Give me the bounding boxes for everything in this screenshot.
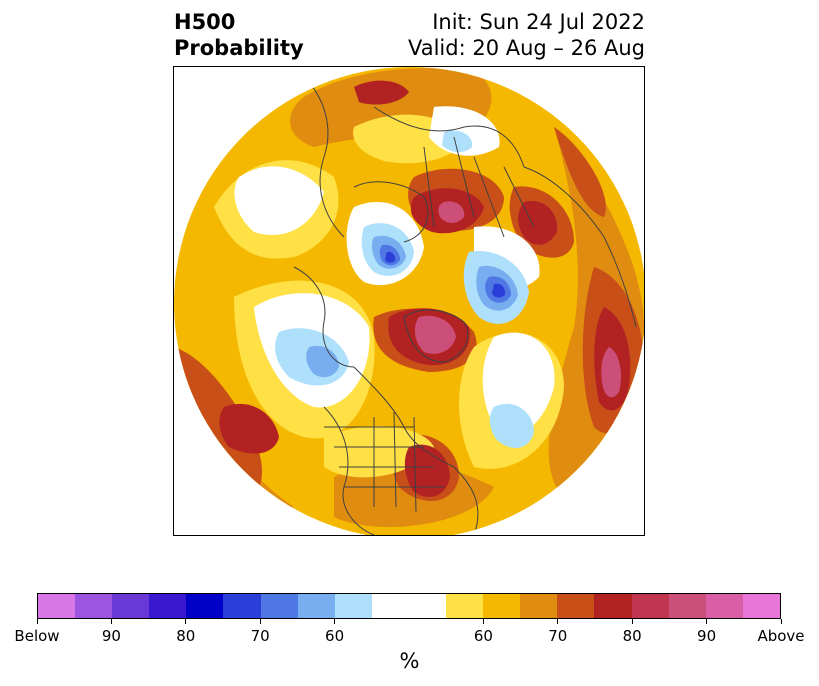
- colorbar-tick-label: 80: [622, 627, 642, 645]
- colorbar-tick-label: 70: [250, 627, 270, 645]
- colorbar-tick-mark: [557, 619, 559, 624]
- title-valid-range: Valid: 20 Aug – 26 Aug: [407, 36, 645, 60]
- title-init-time: Init: Sun 24 Jul 2022: [432, 10, 645, 34]
- field-red-north-edge: [354, 80, 409, 105]
- coastlines-and-borders: [293, 76, 637, 535]
- colorbar-segment: [186, 594, 224, 618]
- colorbar-segment: [75, 594, 113, 618]
- colorbar-segment: [149, 594, 187, 618]
- field-red-siberia: [518, 201, 558, 245]
- colorbar-segment: [557, 594, 595, 618]
- probability-field: [174, 67, 644, 535]
- colorbar-tick-mark: [706, 619, 708, 624]
- coastline-north-america-east: [453, 466, 479, 535]
- colorbar-segment: [668, 594, 706, 618]
- field-darkblue-barents: [385, 251, 396, 263]
- colorbar-tick-mark: [482, 619, 484, 624]
- title-field-name: H500: [174, 10, 236, 34]
- colorbar-tick-label: 70: [548, 627, 568, 645]
- title-left: H500 Probability: [174, 9, 304, 61]
- colorbar-tick-mark: [259, 619, 261, 624]
- map-panel: [173, 66, 645, 536]
- colorbar-segment: [223, 594, 261, 618]
- colorbar-segment: [742, 594, 780, 618]
- colorbar-segment: [371, 594, 409, 618]
- colorbar-segment: [408, 594, 447, 618]
- colorbar-tick-mark: [780, 619, 782, 624]
- colorbar-ticks: Below 90 80 70 60 60 70 80 90 Above: [14, 619, 805, 649]
- colorbar-tick-mark: [631, 619, 633, 624]
- colorbar-unit-label: %: [399, 649, 420, 673]
- colorbar-tick-label: 60: [325, 627, 345, 645]
- colorbar-segment: [260, 594, 298, 618]
- field-neutral-northwest: [234, 166, 324, 236]
- colorbar-tick-mark: [185, 619, 187, 624]
- coastline-scandinavia: [353, 181, 429, 243]
- colorbar-tick-label: 90: [101, 627, 121, 645]
- field-pink-greenland: [414, 315, 456, 354]
- field-skyblue-canada: [306, 345, 339, 378]
- colorbar-segment: [446, 594, 484, 618]
- colorbar-tick-mark: [36, 619, 38, 624]
- probability-map: [174, 67, 644, 535]
- coastline-eurasia-north: [373, 106, 525, 168]
- colorbar-tick-label: 60: [473, 627, 493, 645]
- colorbar-segment: [520, 594, 558, 618]
- field-lightblue-atlantic: [489, 403, 534, 449]
- borders-north-america: [324, 411, 444, 513]
- title-right: Init: Sun 24 Jul 2022 Valid: 20 Aug – 26…: [408, 9, 645, 61]
- borders-eurasia: [423, 136, 535, 238]
- colorbar-tick-label: Below: [14, 627, 60, 645]
- coastline-greenland: [403, 309, 469, 363]
- field-lightblue-north: [442, 130, 473, 153]
- field-pink-scandinavia: [438, 201, 465, 223]
- field-darkblue-siberia: [492, 283, 506, 298]
- field-darkorange-northeast: [554, 127, 606, 217]
- colorbar-segment: [631, 594, 669, 618]
- colorbar-segment: [38, 594, 76, 618]
- colorbar-tick-label: Above: [757, 627, 805, 645]
- title-product: Probability: [174, 36, 304, 60]
- colorbar: [37, 593, 781, 619]
- colorbar-segment: [594, 594, 632, 618]
- coastline-north-atlantic: [293, 266, 355, 368]
- colorbar-tick-mark: [110, 619, 112, 624]
- colorbar-tick-mark: [334, 619, 336, 624]
- colorbar-segment: [334, 594, 372, 618]
- colorbar-segment: [705, 594, 743, 618]
- colorbar-tick-label: 90: [697, 627, 717, 645]
- colorbar-tick-label: 80: [176, 627, 196, 645]
- coastline-europe-west: [303, 76, 345, 238]
- colorbar-segment: [112, 594, 150, 618]
- field-red-atlantic-west: [219, 403, 279, 454]
- field-pink-pacific: [601, 347, 621, 398]
- coastline-siberia-east: [523, 166, 637, 328]
- colorbar-segment: [483, 594, 521, 618]
- field-red-central-us: [404, 444, 450, 497]
- colorbar-segment: [297, 594, 335, 618]
